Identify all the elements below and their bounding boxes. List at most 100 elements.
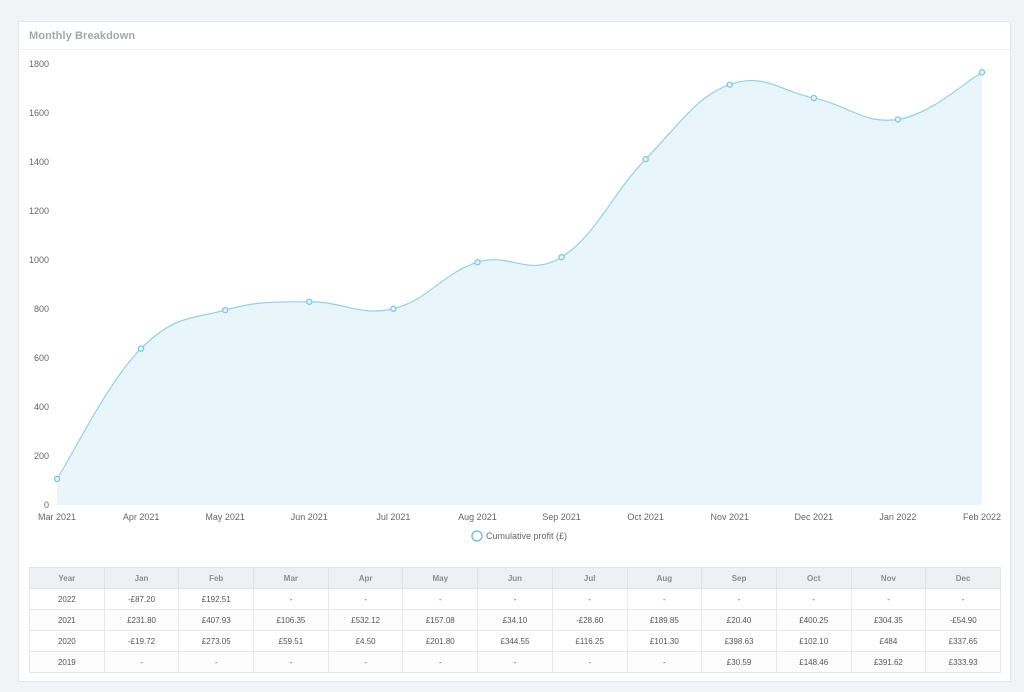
- profit-area: [57, 72, 982, 505]
- month-value-cell: £4.50: [327, 630, 404, 652]
- month-value-cell: £34.10: [477, 609, 553, 631]
- x-tick-label: Nov 2021: [710, 512, 749, 522]
- data-point[interactable]: [137, 345, 145, 352]
- month-value-cell: £400.25: [775, 609, 852, 631]
- legend-label[interactable]: Cumulative profit (£): [486, 531, 567, 541]
- month-value-cell: £148.46: [775, 651, 852, 673]
- month-value-cell: -: [178, 651, 255, 673]
- column-header: Oct: [775, 567, 852, 589]
- data-point[interactable]: [474, 259, 481, 266]
- card-title: Monthly Breakdown: [29, 30, 136, 42]
- month-value-cell: £304.35: [850, 609, 927, 631]
- month-value-cell: -: [253, 651, 329, 673]
- profit-line: [56, 71, 983, 480]
- month-value-cell: -: [850, 588, 927, 610]
- column-header: Year: [29, 567, 105, 589]
- month-value-cell: £337.65: [925, 630, 1001, 652]
- month-value-cell: -: [402, 588, 479, 610]
- month-value-cell: -: [402, 651, 479, 673]
- month-value-cell: £344.55: [477, 630, 553, 652]
- data-point[interactable]: [642, 155, 649, 163]
- y-axis: 0 200 400 600 800 1000 1200 1400 1600 1800: [29, 59, 49, 510]
- x-tick-label: Dec 2021: [795, 512, 834, 522]
- x-tick-label: Oct 2021: [627, 512, 664, 522]
- column-header: May: [402, 567, 479, 589]
- x-tick-label: Feb 2022: [963, 512, 1001, 522]
- year-cell: 2020: [29, 630, 105, 652]
- column-header: Nov: [850, 567, 927, 589]
- year-cell: 2019: [29, 651, 105, 673]
- data-point[interactable]: [810, 94, 818, 102]
- y-tick-label: 1600: [29, 108, 49, 118]
- table-header-row: Year Jan Feb Mar Apr May Jun Jul Aug Sep Oct Nov Dec: [29, 567, 1001, 589]
- year-cell: 2021: [29, 609, 105, 631]
- column-header: Apr: [327, 567, 404, 589]
- month-value-cell: £20.40: [701, 609, 777, 631]
- x-tick-label: May 2021: [205, 512, 245, 522]
- month-value-cell: £231.80: [103, 609, 180, 631]
- cumulative-profit-chart: 0 200 400 600 800 1000 1200 1400 1600 1800 Mar 20…: [29, 59, 1001, 542]
- legend[interactable]: Cumulative profit (£): [471, 530, 567, 542]
- data-point[interactable]: [306, 298, 313, 305]
- data-points: [53, 69, 986, 483]
- x-tick-label: Mar 2021: [38, 512, 76, 522]
- monthly-breakdown-table: Year Jan Feb Mar Apr May Jun Jul Aug Sep Oct Nov Dec…: [29, 567, 1001, 673]
- column-header: Jul: [551, 567, 628, 589]
- y-tick-label: 1800: [29, 59, 49, 69]
- data-point[interactable]: [390, 305, 397, 312]
- data-point[interactable]: [558, 254, 565, 261]
- column-header: Sep: [701, 567, 777, 589]
- month-value-cell: -: [253, 588, 329, 610]
- y-tick-label: 1000: [29, 255, 49, 265]
- month-value-cell: £157.08: [402, 609, 479, 631]
- month-value-cell: £532.12: [327, 609, 404, 631]
- column-header: Dec: [925, 567, 1001, 589]
- y-tick-label: 400: [34, 402, 49, 412]
- month-value-cell: £30.59: [701, 651, 777, 673]
- month-value-cell: £189.85: [626, 609, 703, 631]
- data-point[interactable]: [894, 116, 902, 123]
- month-value-cell: £398.63: [701, 630, 777, 652]
- month-value-cell: £484: [850, 630, 927, 652]
- month-value-cell: -£87.20: [103, 588, 180, 610]
- y-tick-label: 1400: [29, 157, 49, 167]
- month-value-cell: -£28.60: [551, 609, 628, 631]
- x-tick-label: Sep 2021: [542, 512, 581, 522]
- month-value-cell: £192.51: [178, 588, 255, 610]
- month-value-cell: -: [775, 588, 852, 610]
- y-tick-label: 0: [44, 500, 49, 510]
- month-value-cell: -: [477, 588, 553, 610]
- table-row: 2022 -£87.20 £192.51- - - - - - - - - -: [29, 588, 1001, 610]
- table-row: 2021 £231.80 £407.93 £106.35 £532.12 £157.08 £…: [29, 609, 1001, 631]
- data-point[interactable]: [726, 81, 733, 88]
- month-value-cell: £102.10: [775, 630, 852, 652]
- month-value-cell: -: [701, 588, 777, 610]
- month-value-cell: £407.93: [178, 609, 255, 631]
- x-tick-label: Jun 2021: [291, 512, 328, 522]
- table-row: 2019- - - - - - - - £30.59 £148.46 £391.62 £333.93: [29, 651, 1001, 673]
- month-value-cell: £116.25: [551, 630, 628, 652]
- month-value-cell: -£19.72: [103, 630, 180, 652]
- column-header: Aug: [626, 567, 703, 589]
- month-value-cell: -£54.90: [925, 609, 1001, 631]
- month-value-cell: -: [327, 588, 404, 610]
- legend-marker-icon[interactable]: [471, 530, 483, 542]
- data-point[interactable]: [53, 475, 61, 483]
- column-header: Feb: [178, 567, 255, 589]
- table-row: 2020 -£19.72 £273.05 £59.51 £4.50 £201.80 £344…: [29, 630, 1001, 652]
- month-value-cell: £391.62: [850, 651, 927, 673]
- month-value-cell: -: [626, 651, 703, 673]
- month-value-cell: £273.05: [178, 630, 255, 652]
- x-tick-label: Jan 2022: [879, 512, 916, 522]
- x-tick-label: Apr 2021: [123, 512, 160, 522]
- monthly-breakdown-card: Monthly Breakdown 0 200 400 600 800 1000 1200 1…: [18, 21, 1011, 682]
- month-value-cell: £333.93: [925, 651, 1001, 673]
- month-value-cell: £201.80: [402, 630, 479, 652]
- column-header: Jun: [477, 567, 553, 589]
- y-tick-label: 200: [34, 451, 49, 461]
- month-value-cell: £59.51: [253, 630, 329, 652]
- y-tick-label: 800: [34, 304, 49, 314]
- data-point[interactable]: [221, 306, 229, 314]
- data-point[interactable]: [978, 69, 986, 76]
- month-value-cell: £106.35: [253, 609, 329, 631]
